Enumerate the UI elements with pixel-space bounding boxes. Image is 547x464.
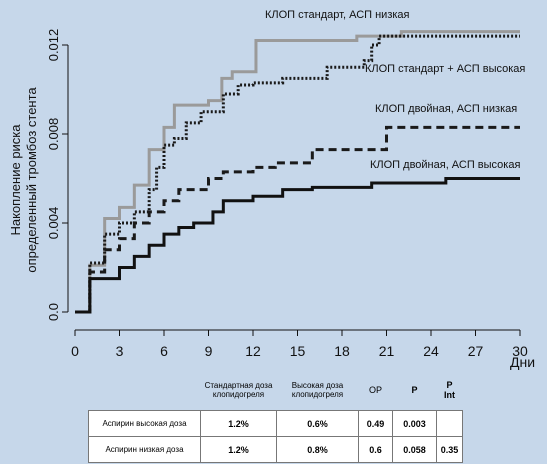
- cell: 1.2%: [200, 436, 277, 463]
- step-line: [75, 177, 520, 314]
- series-label: КЛОП стандарт + АСП высокая: [365, 63, 525, 75]
- x-tick-label: 30: [512, 343, 528, 359]
- cell: 0.49: [358, 410, 393, 437]
- x-tick-label: 9: [205, 343, 213, 359]
- x-tick-label: 3: [116, 343, 124, 359]
- y-tick-label: 0.008: [46, 118, 61, 151]
- header-cell: Стандартная доза клопидогреля: [204, 381, 273, 399]
- y-tick-label: 0.012: [46, 29, 61, 62]
- cell: 0.058: [392, 436, 437, 463]
- cell: 0.6: [358, 436, 393, 463]
- step-line: [75, 34, 520, 314]
- x-tick-label: 6: [160, 343, 168, 359]
- header-cell: P Int: [444, 380, 455, 400]
- x-tick-label: 15: [290, 343, 306, 359]
- y-axis-label: Накопление рискаопределенный тромбоз сте…: [8, 87, 39, 273]
- row-label: Аспирин высокая доза: [88, 410, 201, 437]
- series-label: КЛОП двойная, АСП низкая: [375, 103, 517, 115]
- row-label: Аспирин низкая доза: [88, 436, 201, 463]
- x-tick-label: 18: [334, 343, 350, 359]
- step-line: [75, 30, 520, 314]
- cell: [436, 410, 463, 437]
- x-tick-label: 27: [468, 343, 484, 359]
- cell: 0.8%: [276, 436, 359, 463]
- step-line: [75, 125, 520, 314]
- x-tick-label: 24: [423, 343, 439, 359]
- cell: 0.6%: [276, 410, 359, 437]
- x-tick-label: 0: [71, 343, 79, 359]
- y-tick-label: 0.0: [46, 303, 61, 321]
- cell: 1.2%: [200, 410, 277, 437]
- x-axis-label: Дни: [510, 354, 535, 370]
- series-label: КЛОП двойная, АСП высокая: [370, 159, 520, 171]
- y-tick-label: 0.004: [46, 207, 61, 240]
- cell: 0.003: [392, 410, 437, 437]
- chart: Дни 0.0 0.004 0.008 0.012 0 3 6 9 12 15 18 21 24 27 30…: [8, 9, 535, 370]
- header-cell: ОР: [368, 385, 382, 395]
- cell: 0.35: [436, 436, 463, 463]
- results-table: Стандартная доза клопидогреля Высокая до…: [88, 370, 463, 463]
- x-tick-label: 21: [379, 343, 395, 359]
- series-label: КЛОП стандарт, АСП низкая: [265, 9, 410, 21]
- header-cell: P: [411, 385, 418, 395]
- header-cell: Высокая доза клопидогреля: [291, 381, 344, 399]
- x-tick-label: 12: [245, 343, 261, 359]
